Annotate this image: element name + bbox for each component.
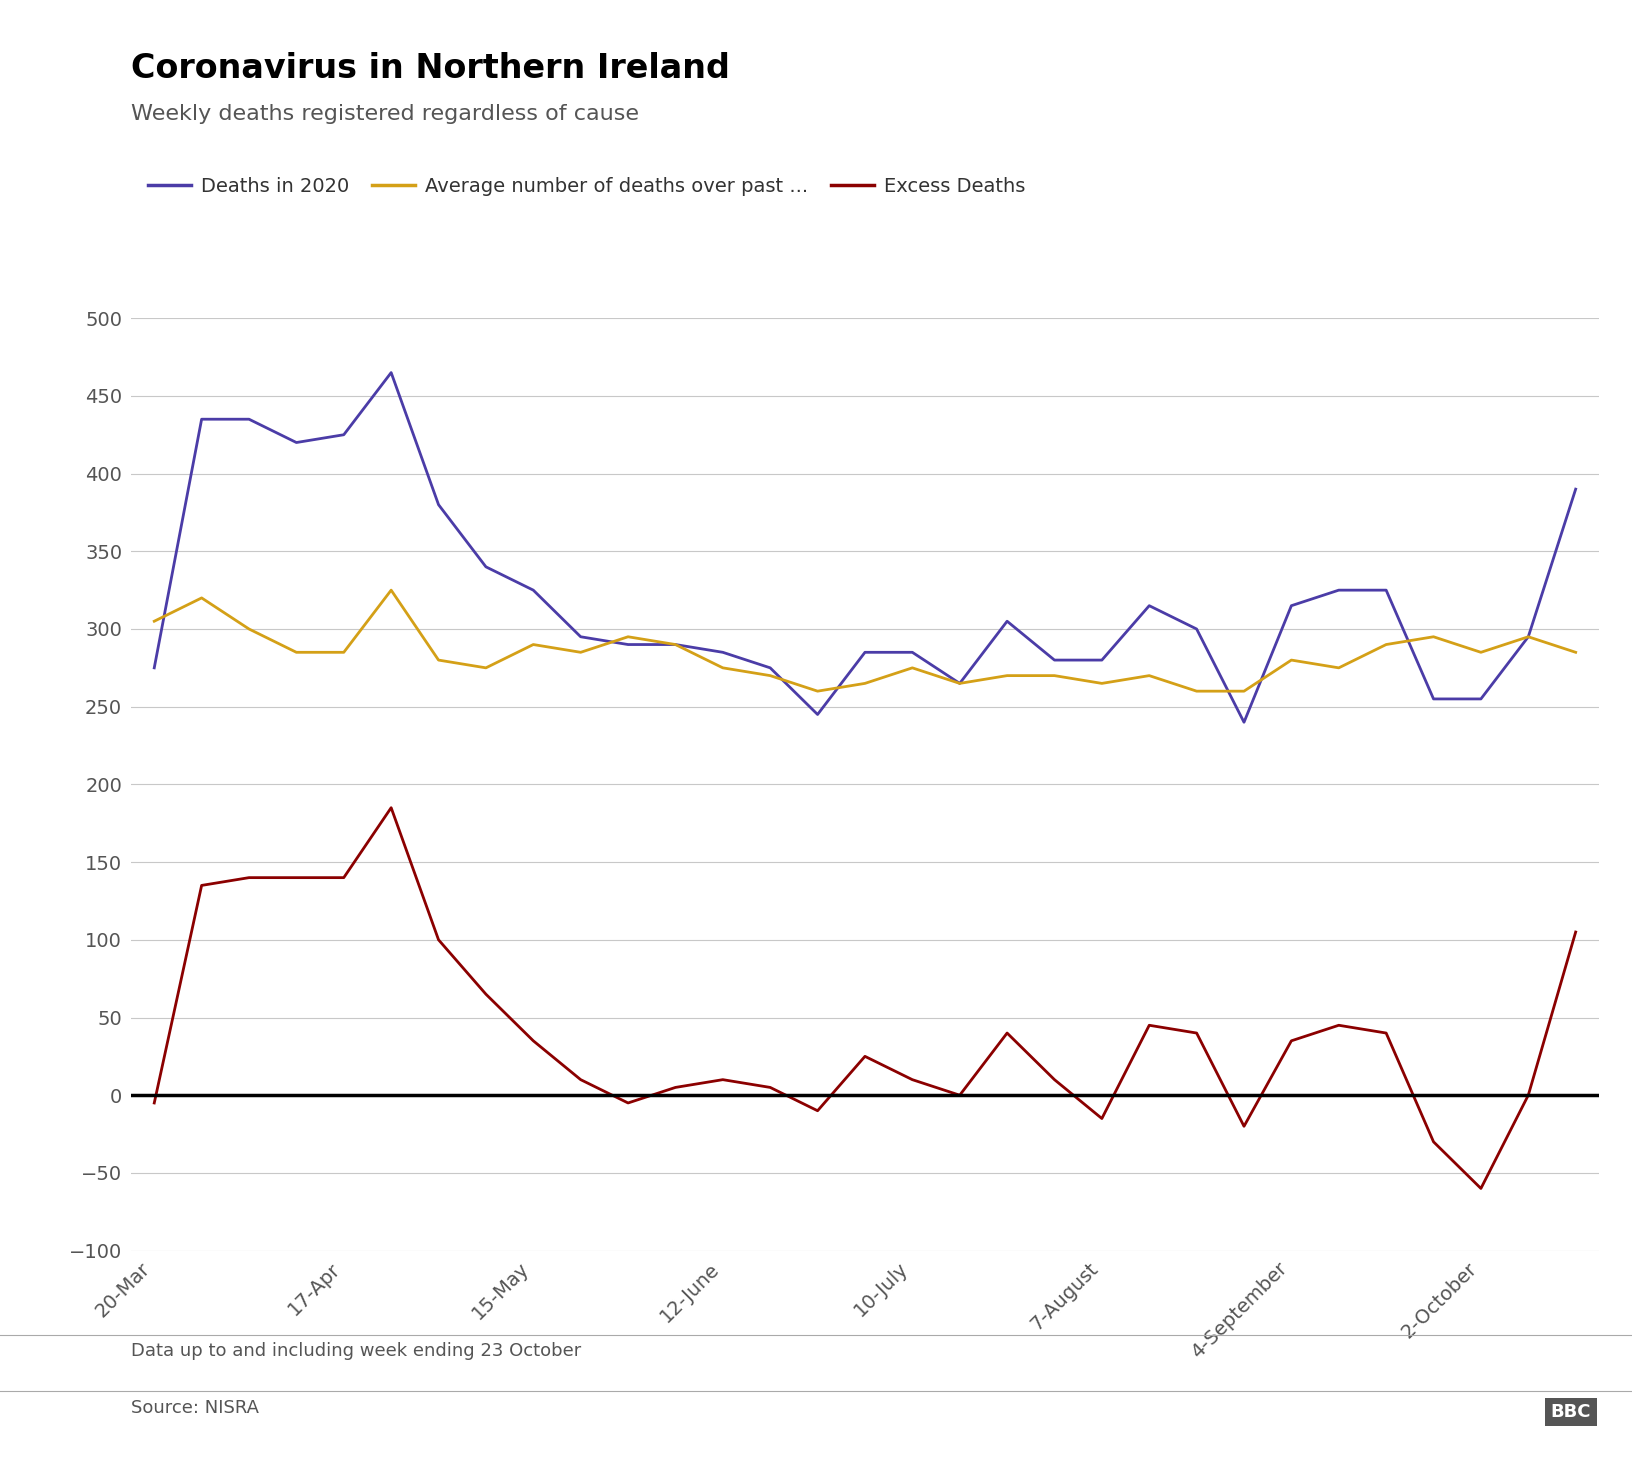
Text: Coronavirus in Northern Ireland: Coronavirus in Northern Ireland <box>131 52 730 84</box>
Text: Weekly deaths registered regardless of cause: Weekly deaths registered regardless of c… <box>131 104 638 124</box>
Text: Data up to and including week ending 23 October: Data up to and including week ending 23 … <box>131 1342 581 1360</box>
Text: Source: NISRA: Source: NISRA <box>131 1399 258 1416</box>
Legend: Deaths in 2020, Average number of deaths over past ..., Excess Deaths: Deaths in 2020, Average number of deaths… <box>140 169 1033 204</box>
Text: BBC: BBC <box>1550 1403 1591 1421</box>
